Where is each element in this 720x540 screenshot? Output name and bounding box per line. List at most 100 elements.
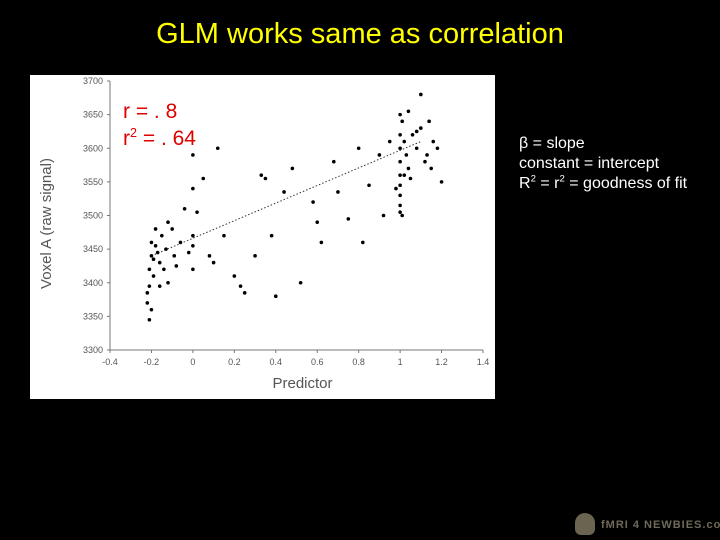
data-point bbox=[410, 133, 415, 137]
data-point bbox=[402, 139, 407, 144]
fit-note: R2 = r2 = goodness of fit bbox=[519, 174, 687, 194]
data-point bbox=[419, 126, 423, 130]
data-point bbox=[311, 200, 315, 204]
data-point bbox=[408, 176, 413, 181]
data-point bbox=[398, 146, 402, 151]
x-tick-label: -0.2 bbox=[144, 357, 160, 367]
y-tick-label: 3600 bbox=[83, 143, 103, 153]
data-point bbox=[157, 284, 162, 288]
x-tick-label: 0.4 bbox=[270, 357, 283, 367]
data-point bbox=[398, 112, 402, 117]
data-point bbox=[151, 274, 156, 278]
r2-suffix: = . 64 bbox=[137, 127, 196, 150]
data-point bbox=[147, 317, 152, 322]
data-point bbox=[166, 220, 170, 225]
x-tick-label: 1.2 bbox=[435, 357, 448, 367]
data-point bbox=[282, 190, 286, 194]
data-point bbox=[191, 243, 195, 248]
data-point bbox=[273, 294, 278, 298]
x-tick-label: 0.8 bbox=[352, 357, 365, 367]
y-tick-label: 3550 bbox=[83, 177, 103, 187]
data-point bbox=[238, 284, 243, 288]
data-point bbox=[319, 240, 324, 245]
data-point bbox=[263, 176, 268, 181]
fit-prefix: R bbox=[519, 175, 531, 192]
data-point bbox=[207, 254, 212, 258]
data-point bbox=[361, 240, 365, 245]
data-point bbox=[201, 176, 206, 181]
data-point bbox=[166, 280, 170, 285]
fit-middle: = r bbox=[535, 175, 560, 192]
data-point bbox=[435, 146, 440, 151]
data-point bbox=[174, 264, 179, 268]
data-point bbox=[191, 186, 195, 191]
data-point bbox=[147, 284, 152, 288]
data-point bbox=[377, 153, 382, 157]
data-point bbox=[232, 274, 237, 278]
data-point bbox=[394, 186, 398, 191]
data-point bbox=[423, 159, 427, 164]
regression-line bbox=[151, 141, 422, 257]
brand-logo-text: fMRI 4 NEWBIES.com bbox=[601, 519, 720, 531]
y-tick-label: 3300 bbox=[83, 345, 103, 355]
y-axis-label: Voxel A (raw signal) bbox=[38, 158, 55, 289]
y-tick-label: 3450 bbox=[83, 244, 103, 254]
data-point bbox=[172, 254, 177, 258]
data-point bbox=[186, 250, 191, 255]
data-point bbox=[315, 220, 320, 225]
data-point bbox=[398, 193, 402, 198]
data-point bbox=[145, 301, 150, 305]
data-point bbox=[155, 250, 160, 255]
scatter-plot: 3300 3350 3400 3450 3500 3550 3600 3650 3700 -0.4… bbox=[38, 76, 490, 392]
data-point bbox=[400, 213, 404, 218]
data-point bbox=[298, 280, 303, 285]
data-point bbox=[191, 267, 195, 272]
data-point bbox=[195, 210, 199, 214]
data-point bbox=[149, 307, 154, 312]
data-point bbox=[215, 146, 220, 151]
fit-superscript-1: 2 bbox=[530, 173, 536, 185]
data-point bbox=[153, 227, 158, 231]
data-point bbox=[222, 233, 226, 238]
x-tick-label: 0.6 bbox=[311, 357, 324, 367]
x-tick-label: 1.4 bbox=[477, 357, 490, 367]
r2-superscript: 2 bbox=[130, 126, 138, 140]
data-point bbox=[242, 291, 247, 295]
data-point bbox=[160, 233, 164, 238]
data-point bbox=[402, 173, 407, 177]
data-point bbox=[151, 257, 156, 262]
y-tick-label: 3500 bbox=[83, 211, 103, 221]
data-point bbox=[191, 153, 195, 157]
glm-notes: β = slope constant = intercept R2 = r2 =… bbox=[519, 134, 687, 194]
y-tick-label: 3700 bbox=[83, 76, 103, 86]
data-point bbox=[398, 203, 402, 208]
data-point bbox=[398, 133, 402, 137]
data-point bbox=[439, 180, 444, 184]
slide-title: GLM works same as correlation bbox=[156, 18, 564, 50]
data-point bbox=[398, 210, 402, 214]
y-tick-label: 3400 bbox=[83, 278, 103, 288]
r-squared-value: r2 = . 64 bbox=[123, 125, 196, 152]
data-point bbox=[419, 92, 423, 97]
y-tick-label: 3650 bbox=[83, 110, 103, 120]
data-point bbox=[427, 119, 431, 124]
fit-superscript-2: 2 bbox=[559, 173, 565, 185]
data-point bbox=[398, 183, 402, 188]
x-tick-label: 1 bbox=[398, 357, 403, 367]
r-value: r = . 8 bbox=[123, 100, 178, 123]
data-point bbox=[425, 153, 429, 157]
r2-prefix: r bbox=[123, 127, 130, 150]
data-point bbox=[404, 153, 409, 157]
data-point bbox=[414, 146, 419, 151]
data-point bbox=[211, 260, 216, 265]
data-point bbox=[429, 166, 433, 171]
data-point bbox=[153, 243, 158, 248]
x-tick-label: 0.2 bbox=[228, 357, 241, 367]
data-point bbox=[398, 159, 402, 164]
brand-logo: fMRI 4 NEWBIES.com bbox=[575, 510, 720, 536]
data-point bbox=[145, 291, 150, 295]
data-point bbox=[269, 233, 274, 238]
data-point bbox=[290, 166, 295, 171]
skull-icon bbox=[575, 513, 595, 535]
data-point bbox=[332, 159, 336, 164]
